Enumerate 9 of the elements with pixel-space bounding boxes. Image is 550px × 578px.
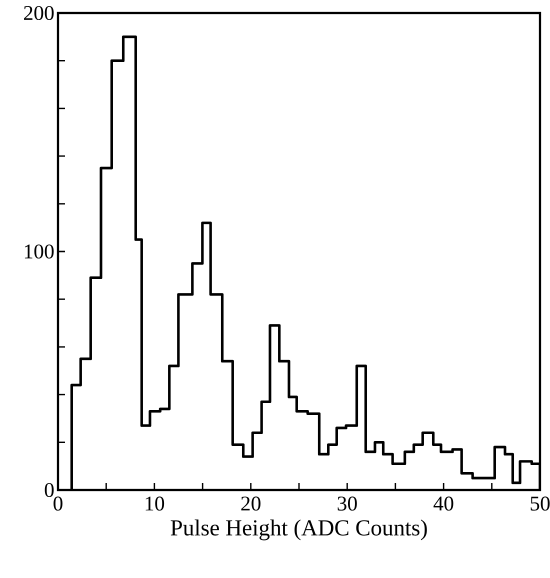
y-tick-label: 100 [24, 244, 54, 259]
y-tick-label: 0 [44, 482, 54, 498]
x-tick-label: 20 [241, 496, 260, 511]
x-tick-label: 10 [146, 496, 164, 511]
x-axis-title: Pulse Height (ADC Counts) [170, 519, 427, 540]
x-tick-label: 50 [530, 496, 550, 511]
x-tick-label: 40 [434, 496, 454, 511]
y-tick-label: 200 [24, 6, 54, 20]
x-tick-label: 30 [338, 496, 357, 511]
